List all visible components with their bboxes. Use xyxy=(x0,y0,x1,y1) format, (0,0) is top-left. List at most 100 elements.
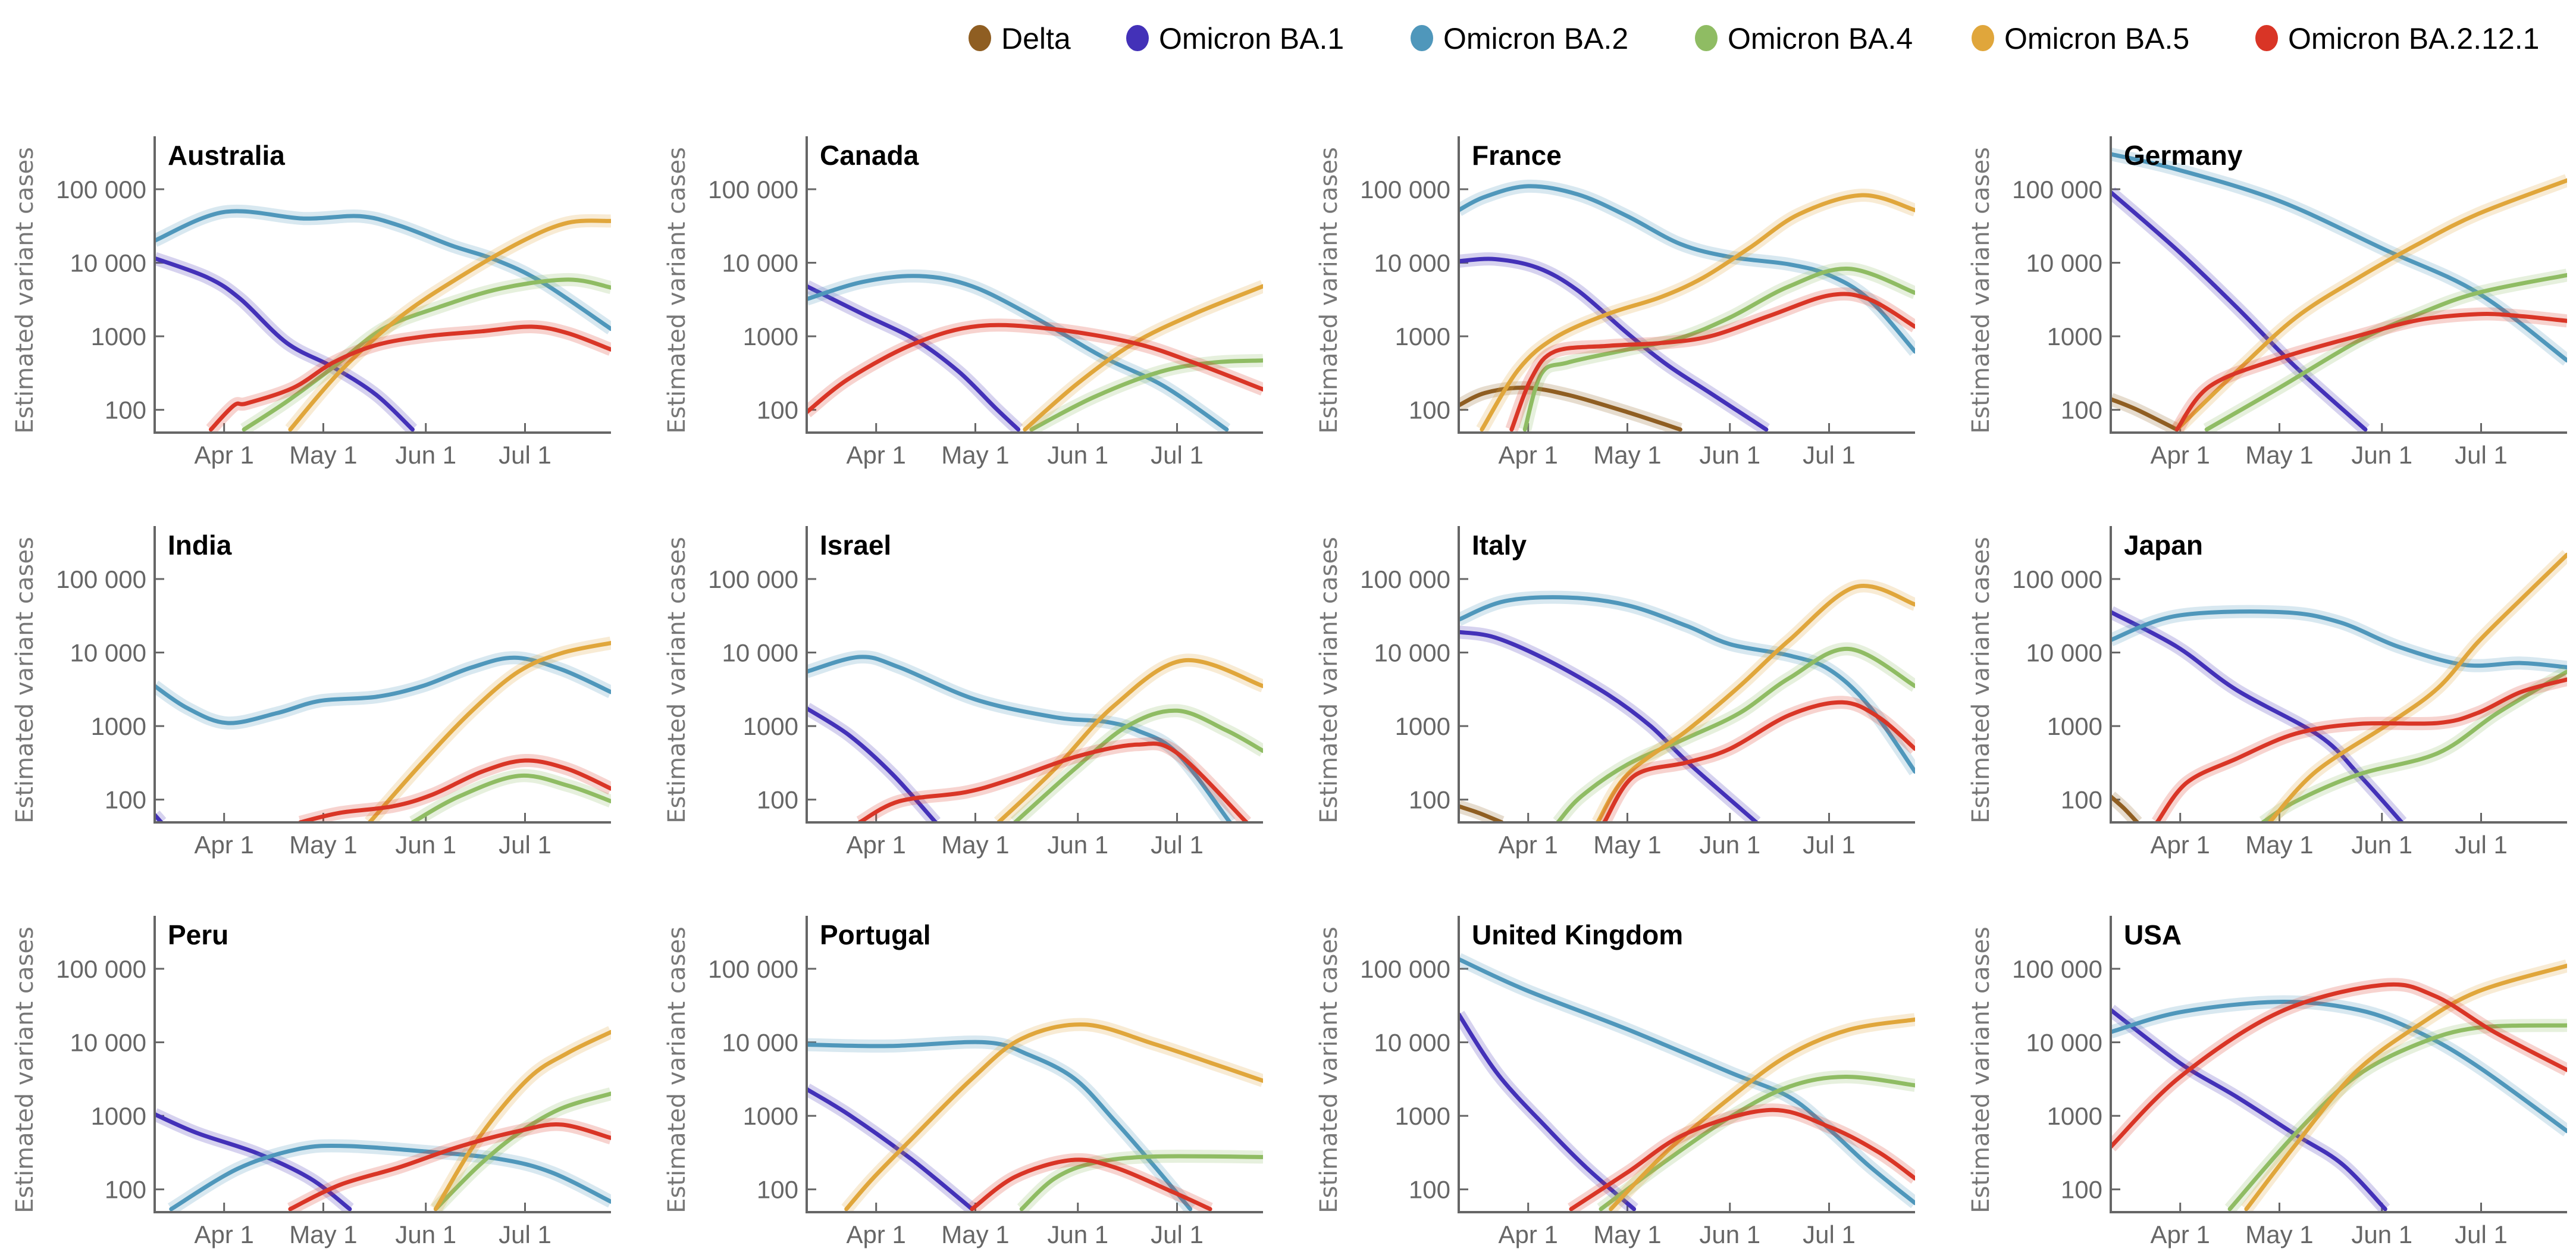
x-tick-label: Jun 1 xyxy=(2351,831,2412,859)
x-tick-label: Apr 1 xyxy=(1499,1220,1558,1248)
x-tick-label: May 1 xyxy=(289,441,357,469)
series-line-ba4 xyxy=(1522,267,1915,432)
series-line-ba1 xyxy=(1459,630,1759,822)
y-tick-label: 1000 xyxy=(91,1102,146,1130)
series-line-ba5 xyxy=(367,641,611,822)
panels-grid: Estimated variant cases 100 1000 10 000 100 … xyxy=(11,136,2567,1248)
series-line-ba4 xyxy=(1019,1154,1263,1212)
series-line-ba2121 xyxy=(807,323,1263,415)
x-tick-label: Apr 1 xyxy=(1499,441,1558,469)
y-tick-label: 100 000 xyxy=(1360,565,1450,593)
series-group xyxy=(1459,953,1915,1212)
x-tick-label: Jun 1 xyxy=(1699,441,1760,469)
x-tick-label: May 1 xyxy=(1593,831,1661,859)
y-tick-label: 10 000 xyxy=(2026,249,2102,277)
y-axis-label: Estimated variant cases xyxy=(1315,537,1343,824)
x-tick-label: May 1 xyxy=(2245,441,2313,469)
series-line-ba1 xyxy=(2111,610,2404,822)
legend-swatch-ba4 xyxy=(1695,25,1718,51)
x-tick-label: Apr 1 xyxy=(195,831,254,859)
series-group xyxy=(807,1018,1263,1212)
series-line-ba4 xyxy=(1599,1074,1915,1212)
panel-title: Germany xyxy=(2124,140,2243,171)
x-tick-label: Apr 1 xyxy=(847,831,906,859)
series-line-ba4 xyxy=(1013,708,1263,822)
series-group xyxy=(807,269,1263,433)
y-tick-label: 1000 xyxy=(2047,712,2102,740)
axes xyxy=(153,526,611,824)
y-axis-label: Estimated variant cases xyxy=(1967,537,1995,824)
series-line-ba2121 xyxy=(288,1122,611,1212)
legend: Delta Omicron BA.1 Omicron BA.2 Omicron BA.… xyxy=(969,22,2539,55)
series-group xyxy=(2111,550,2567,822)
series-line-ba5 xyxy=(2267,552,2567,822)
series-line-ba5 xyxy=(996,658,1263,822)
series-group xyxy=(1459,179,1915,433)
y-tick-label: 10 000 xyxy=(722,1029,798,1057)
y-tick-label: 100 000 xyxy=(56,176,146,204)
panel-germany: Estimated variant cases 100 1000 10 000 100 … xyxy=(1967,136,2567,469)
y-tick-label: 10 000 xyxy=(2026,1029,2102,1057)
panel-australia: Estimated variant cases 100 1000 10 000 100 … xyxy=(11,136,611,469)
x-tick-label: Jul 1 xyxy=(499,1220,551,1248)
y-tick-label: 100 xyxy=(1409,396,1450,424)
y-tick-label: 1000 xyxy=(2047,1102,2102,1130)
y-tick-label: 100 000 xyxy=(1360,176,1450,204)
confidence-band-ba1 xyxy=(807,703,941,822)
series-line-ba2 xyxy=(155,655,611,725)
panel-title: Peru xyxy=(168,919,228,950)
series-line-ba1 xyxy=(807,706,938,822)
series-line-delta xyxy=(2111,794,2139,822)
x-tick-label: May 1 xyxy=(941,831,1009,859)
x-tick-label: May 1 xyxy=(1593,441,1661,469)
series-line-ba2 xyxy=(2111,1000,2567,1134)
y-tick-label: 10 000 xyxy=(70,639,146,667)
series-line-ba4 xyxy=(2227,1023,2567,1212)
y-tick-label: 100 000 xyxy=(1360,955,1450,983)
series-line-ba5 xyxy=(1595,584,1915,822)
legend-swatch-ba5 xyxy=(1972,25,1994,51)
x-tick-label: Apr 1 xyxy=(2151,441,2210,469)
axes xyxy=(1458,136,1915,434)
y-tick-label: 100 000 xyxy=(56,955,146,983)
y-tick-label: 1000 xyxy=(91,323,146,350)
series-line-ba2121 xyxy=(1509,292,1915,432)
y-tick-label: 1000 xyxy=(743,712,798,740)
x-tick-label: Jul 1 xyxy=(499,831,551,859)
y-tick-label: 100 000 xyxy=(708,565,798,593)
series-line-ba1 xyxy=(2111,190,2368,432)
panel-canada: Estimated variant cases 100 1000 10 000 100 … xyxy=(663,136,1263,469)
x-tick-label: Jul 1 xyxy=(1803,441,1856,469)
y-axis-label: Estimated variant cases xyxy=(663,147,691,434)
x-tick-label: Apr 1 xyxy=(847,441,906,469)
panel-france: Estimated variant cases 100 1000 10 000 100 … xyxy=(1315,136,1915,469)
confidence-band-ba2 xyxy=(168,1139,611,1212)
confidence-band-ba1 xyxy=(2111,606,2407,822)
series-line-ba1 xyxy=(155,256,415,432)
panel-title: USA xyxy=(2124,919,2182,950)
series-line-ba4 xyxy=(1029,358,1263,432)
y-tick-label: 100 xyxy=(105,1176,146,1204)
series-line-ba5 xyxy=(1609,1017,1915,1212)
legend-label-ba2121: Omicron BA.2.12.1 xyxy=(2288,22,2539,55)
panel-title: Italy xyxy=(1472,530,1527,561)
legend-label-delta: Delta xyxy=(1001,22,1071,55)
y-tick-label: 100 xyxy=(105,396,146,424)
y-axis-label: Estimated variant cases xyxy=(11,537,39,824)
y-axis-label: Estimated variant cases xyxy=(1967,927,1995,1213)
x-tick-label: Jul 1 xyxy=(1803,1220,1856,1248)
y-axis-label: Estimated variant cases xyxy=(663,537,691,824)
panel-india: Estimated variant cases 100 1000 10 000 100 … xyxy=(11,526,611,859)
legend-label-ba5: Omicron BA.5 xyxy=(2004,22,2189,55)
y-tick-label: 100 xyxy=(2061,786,2102,814)
series-line-ba5 xyxy=(433,1029,611,1212)
y-tick-label: 100 000 xyxy=(2012,176,2102,204)
y-tick-label: 100 000 xyxy=(708,955,798,983)
panel-peru: Estimated variant cases 100 1000 10 000 100 … xyxy=(11,916,611,1248)
series-line-ba2 xyxy=(155,209,611,331)
y-tick-label: 10 000 xyxy=(1374,249,1450,277)
y-tick-label: 100 000 xyxy=(708,176,798,204)
axes xyxy=(2110,916,2567,1213)
legend-label-ba4: Omicron BA.4 xyxy=(1728,22,1913,55)
x-tick-label: Jul 1 xyxy=(1803,831,1856,859)
